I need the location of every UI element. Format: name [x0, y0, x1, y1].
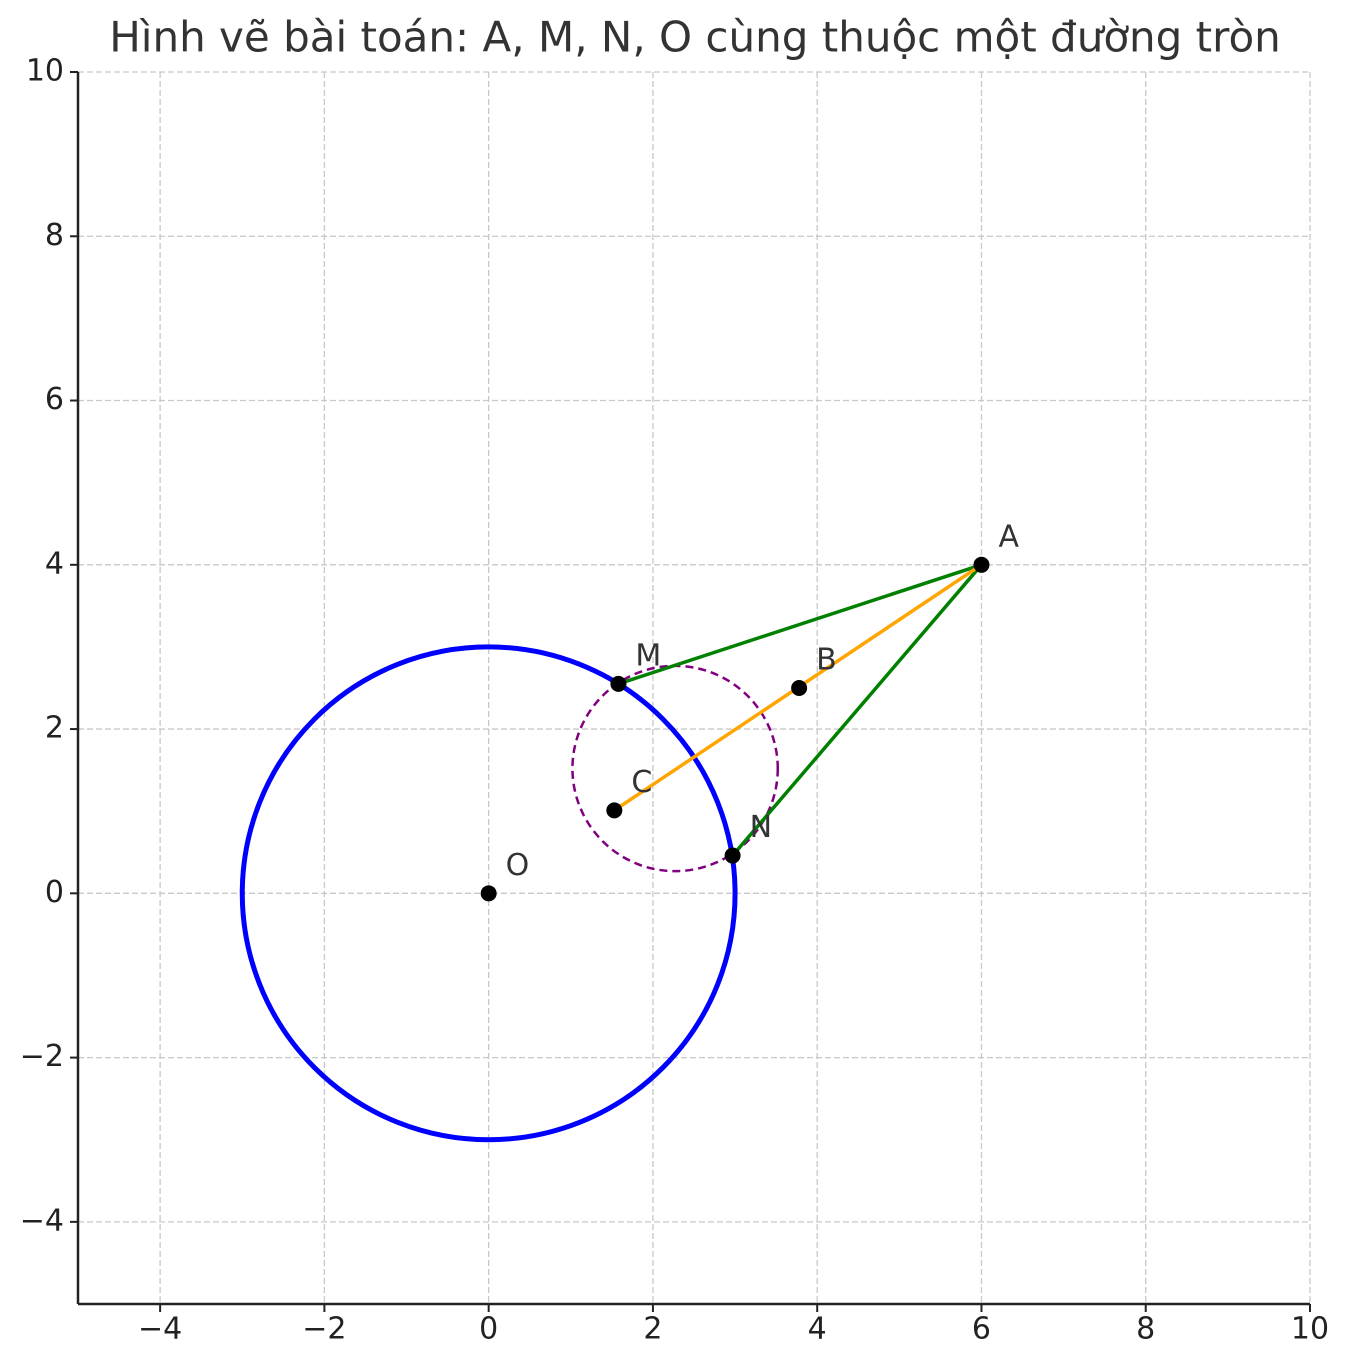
y-tick-label: −4: [20, 1203, 64, 1238]
x-tick-label: −4: [138, 1312, 182, 1347]
point-label: M: [635, 638, 661, 673]
y-tick-label: 4: [45, 546, 64, 581]
point: [606, 802, 623, 819]
y-tick-label: 2: [45, 711, 64, 746]
point-label: A: [998, 519, 1019, 554]
x-tick-label: 10: [1291, 1312, 1329, 1347]
x-tick-label: 8: [1136, 1312, 1155, 1347]
y-tick-label: 0: [45, 875, 64, 910]
point-label: B: [816, 643, 837, 678]
point: [480, 885, 497, 902]
point: [610, 675, 627, 692]
y-tick-label: 6: [45, 382, 64, 417]
point: [724, 847, 741, 864]
x-tick-label: 0: [479, 1312, 498, 1347]
y-tick-label: 8: [45, 218, 64, 253]
point: [791, 680, 808, 696]
y-tick-label: 10: [26, 54, 64, 89]
x-tick-label: −2: [302, 1312, 346, 1347]
point-label: O: [506, 848, 530, 883]
segment: [731, 563, 983, 857]
point-label: C: [631, 765, 652, 800]
y-tick-label: −2: [20, 1039, 64, 1074]
segment: [617, 563, 983, 686]
chart-title: Hình vẽ bài toán: A, M, N, O cùng thuộc …: [109, 13, 1281, 62]
point-label: N: [750, 810, 772, 845]
x-tick-label: 6: [972, 1312, 991, 1347]
circle: [239, 644, 738, 1143]
x-tick-label: 2: [643, 1312, 662, 1347]
point: [973, 556, 990, 573]
x-tick-label: 4: [808, 1312, 827, 1347]
